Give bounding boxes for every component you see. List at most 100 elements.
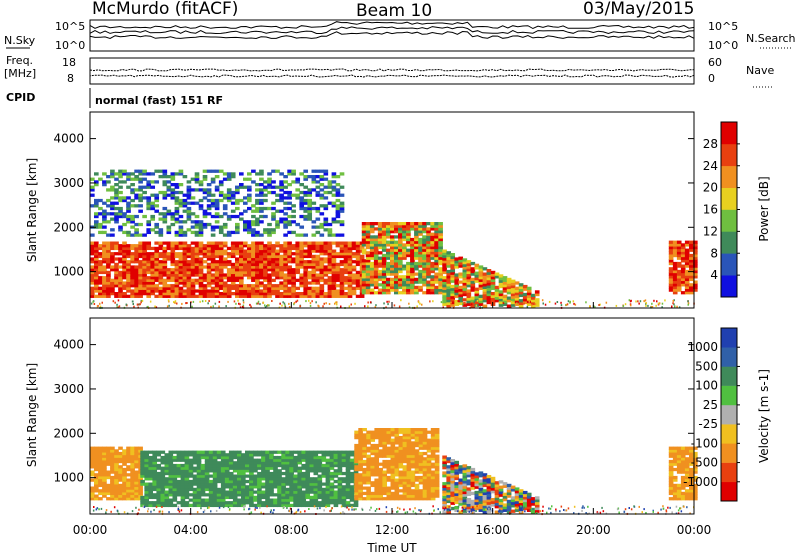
heatmap-cell [122, 196, 127, 200]
heatmap-cell [287, 260, 292, 264]
heatmap-cell [222, 284, 228, 288]
nave-tick-top: 60 [708, 56, 722, 69]
heatmap-cell [110, 284, 115, 288]
heatmap-cell [510, 287, 516, 291]
heatmap-cell [245, 458, 250, 462]
heatmap-cell [370, 449, 376, 453]
heatmap-cell [204, 463, 210, 468]
heatmap-cell [287, 289, 292, 293]
heatmap-cell [307, 289, 313, 293]
heatmap-cell [281, 490, 286, 494]
heatmap-cell [319, 241, 325, 245]
heatmap-cell [140, 479, 145, 484]
heatmap-cell [130, 449, 135, 453]
heatmap-cell [210, 180, 216, 184]
heatmap-cell [398, 237, 403, 242]
heatmap-cell [247, 228, 252, 232]
heatmap-cell [138, 446, 143, 450]
heatmap-cell [303, 198, 309, 203]
heatmap-cell [251, 278, 256, 282]
heatmap-cell [317, 458, 323, 462]
heatmap-cell [106, 457, 111, 461]
heatmap-cell [136, 303, 139, 306]
heatmap-cell [204, 450, 210, 454]
heatmap-cell [94, 483, 99, 488]
heatmap-cell [166, 241, 172, 245]
heatmap-cell [287, 265, 292, 269]
heatmap-cell [102, 454, 107, 458]
heatmap-cell [94, 481, 99, 485]
heatmap-cell [134, 465, 139, 469]
heatmap-cell [414, 486, 420, 490]
heatmap-cell [259, 241, 264, 245]
heatmap-cell [102, 209, 107, 213]
heatmap-cell [339, 172, 345, 176]
heatmap-cell [233, 300, 236, 303]
heatmap-cell [365, 235, 371, 239]
heatmap-cell [470, 277, 476, 282]
heatmap-cell [174, 217, 180, 221]
heatmap-cell [182, 246, 188, 251]
heatmap-cell [406, 253, 411, 258]
heatmap-cell [281, 458, 286, 462]
heatmap-cell [251, 220, 256, 224]
heatmap-cell [130, 454, 135, 458]
heatmap-cell [241, 474, 246, 478]
heatmap-cell [430, 436, 436, 440]
heatmap-cell [182, 257, 188, 261]
heatmap-cell [329, 501, 335, 505]
heatmap-cell [394, 269, 399, 274]
heatmap-cell [301, 493, 307, 497]
heatmap-cell [94, 489, 99, 493]
heatmap-cell [365, 285, 371, 290]
heatmap-cell [94, 265, 99, 269]
heatmap-cell [206, 222, 212, 227]
heatmap-cell [434, 222, 439, 226]
heatmap-cell [174, 190, 180, 195]
heatmap-cell [680, 269, 686, 274]
heatmap-cell [458, 299, 464, 303]
heatmap-cell [98, 225, 103, 229]
heatmap-cell [98, 276, 103, 280]
heatmap-cell [251, 268, 256, 272]
heatmap-cell [138, 180, 143, 184]
heatmap-cell [414, 267, 419, 271]
heatmap-cell [180, 501, 186, 505]
heatmap-cell [381, 283, 387, 287]
heatmap-cell [164, 503, 170, 508]
heatmap-cell [325, 302, 327, 305]
heatmap-cell [450, 488, 456, 492]
heatmap-cell [174, 246, 180, 251]
heatmap-cell [253, 463, 258, 468]
heatmap-cell [122, 481, 127, 485]
heatmap-cell [243, 241, 248, 245]
heatmap-cell [327, 286, 333, 290]
heatmap-cell [122, 467, 127, 472]
heatmap-cell [462, 274, 468, 278]
heatmap-cell [693, 269, 698, 274]
heatmap-cell [406, 272, 411, 276]
heatmap-cell [283, 217, 288, 221]
heatmap-cell [373, 272, 379, 276]
heatmap-cell [130, 217, 135, 221]
heatmap-cell [152, 501, 158, 505]
heatmap-cell [398, 475, 404, 480]
heatmap-cell [531, 304, 533, 307]
heatmap-cell [206, 204, 212, 208]
heatmap-cell [295, 286, 301, 290]
heatmap-cell [94, 289, 99, 293]
heatmap-cell [498, 284, 504, 289]
heatmap-cell [351, 273, 357, 277]
heatmap-cell [454, 498, 460, 502]
heatmap-cell [370, 470, 376, 474]
heatmap-cell [672, 285, 678, 290]
heatmap-cell [257, 463, 262, 468]
heatmap-cell [386, 283, 391, 287]
heatmap-cell [154, 294, 160, 298]
heatmap-cell [319, 177, 325, 181]
heatmap-cell [168, 453, 174, 457]
heatmap-cell [226, 172, 232, 176]
heatmap-cell [239, 262, 244, 267]
heatmap-cell [689, 264, 694, 268]
heatmap-cell [386, 248, 391, 252]
